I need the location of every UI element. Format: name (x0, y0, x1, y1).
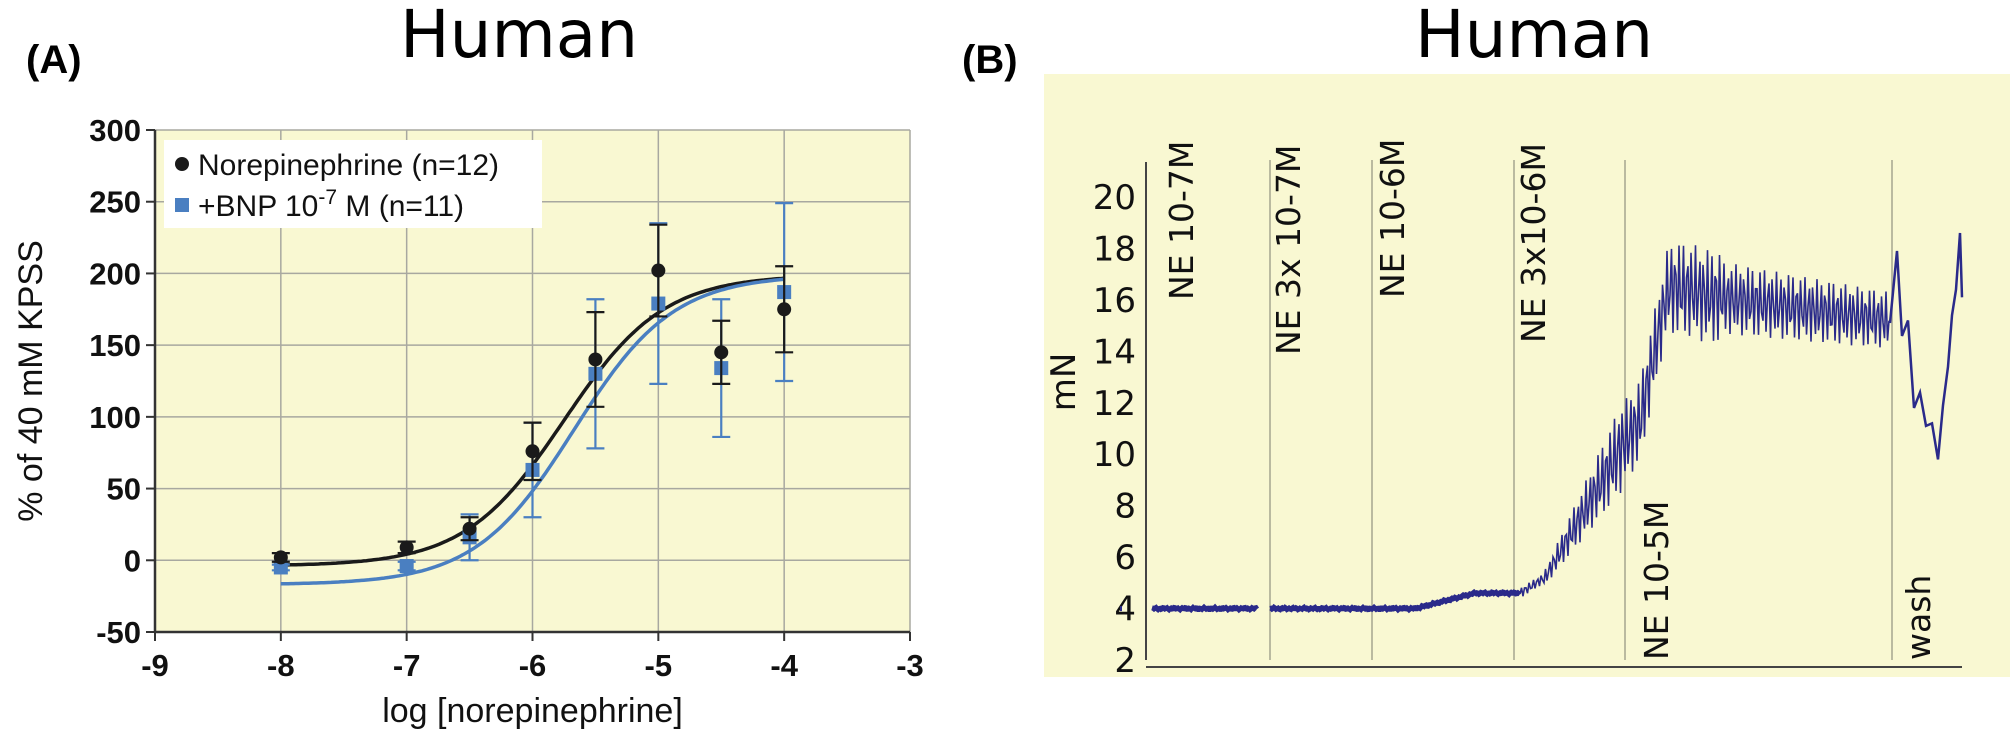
legend-label-bnp: +BNP 10-7 M (n=11) (198, 186, 464, 223)
x-tick-label: -8 (267, 648, 295, 683)
x-tick-label: -5 (645, 648, 673, 683)
legend: Norepinephrine (n=12) +BNP 10-7 M (n=11) (164, 140, 542, 228)
panel-b-label: (B) (962, 38, 1018, 82)
y-tick-label: 200 (89, 256, 141, 291)
data-point-norepinephrine (651, 263, 666, 278)
legend-label-norepinephrine: Norepinephrine (n=12) (198, 149, 499, 182)
x-tick-label: -3 (896, 648, 924, 683)
x-tick-label: -7 (393, 648, 421, 683)
x-tick-label: -9 (141, 648, 169, 683)
legend-marker-bnp (175, 198, 189, 212)
panel-b-title: Human (1415, 0, 1654, 73)
legend-bnp-text: +BNP 10 (198, 190, 318, 223)
data-point-norepinephrine (777, 302, 792, 317)
legend-marker-norepinephrine (175, 157, 189, 171)
x-axis-title: log [norepinephrine] (382, 692, 683, 730)
y-tick-label: 100 (89, 400, 141, 435)
panel-a-label: (A) (26, 38, 82, 82)
data-point-bnp (273, 560, 288, 575)
y-tick-label: -50 (96, 615, 141, 650)
data-point-norepinephrine (273, 550, 288, 565)
data-point-norepinephrine (714, 345, 729, 360)
data-point-norepinephrine (588, 352, 603, 367)
data-point-norepinephrine (399, 540, 414, 555)
y-tick-label: 250 (89, 185, 141, 220)
x-tick-label: -6 (519, 648, 547, 683)
data-point-norepinephrine (525, 444, 540, 459)
x-tick-label: -4 (770, 648, 798, 683)
y-tick-label: 50 (107, 472, 141, 507)
y-tick-label: 0 (124, 543, 141, 578)
y-axis-title: % of 40 mM KPSS (12, 240, 50, 522)
data-point-norepinephrine (462, 521, 477, 536)
legend-bnp-exponent: -7 (318, 186, 337, 209)
data-point-bnp (399, 559, 414, 574)
y-tick-label: 300 (89, 113, 141, 148)
panel-a-title: Human (400, 0, 639, 73)
legend-box (164, 140, 542, 228)
legend-bnp-unit: M (n=11) (337, 190, 464, 223)
y-tick-label: 150 (89, 328, 141, 363)
